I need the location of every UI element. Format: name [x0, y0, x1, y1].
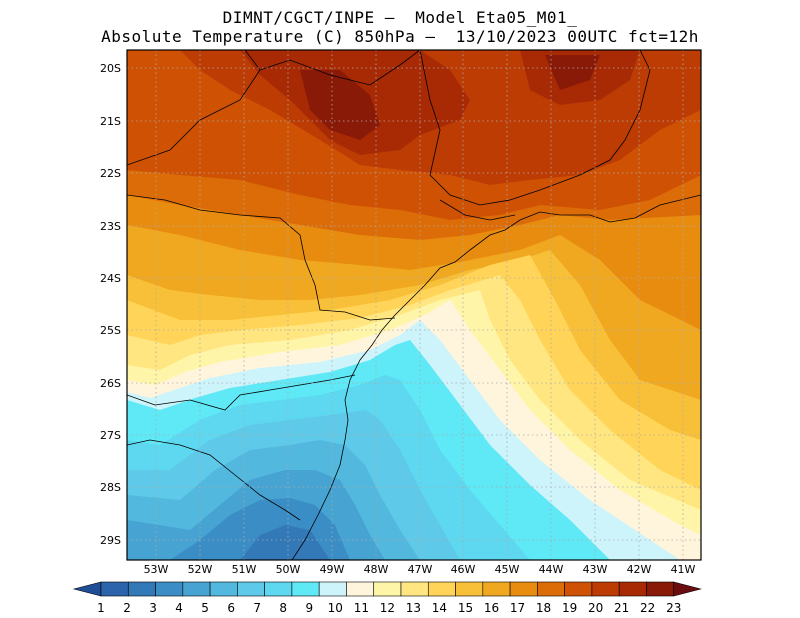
colorbar-swatch	[209, 581, 238, 597]
colorbar-label: 6	[227, 601, 235, 615]
colorbar-swatch	[237, 581, 265, 597]
lat-label: 22S	[100, 167, 121, 180]
colorbar-swatch	[482, 581, 511, 597]
lon-label: 49W	[320, 563, 345, 576]
colorbar-swatch	[509, 581, 538, 597]
lat-label: 20S	[100, 62, 121, 75]
state-border-sc-rs	[127, 439, 301, 521]
lat-label: 21S	[100, 115, 121, 128]
colorbar-swatch	[564, 581, 593, 597]
lon-label: 52W	[188, 563, 213, 576]
colorbar-label: 17	[510, 601, 525, 615]
lat-label: 26S	[100, 377, 121, 390]
colorbar-label: 23	[666, 601, 681, 615]
lon-label: 50W	[276, 563, 301, 576]
colorbar-swatch	[182, 581, 211, 597]
lon-label: 43W	[583, 563, 608, 576]
colorbar-label: 13	[406, 601, 421, 615]
colorbar-label: 4	[175, 601, 183, 615]
colorbar-arrow-high	[673, 581, 702, 597]
state-border-sp-rj	[439, 199, 516, 221]
lat-label: 25S	[100, 324, 121, 337]
colorbar-swatch	[100, 581, 129, 597]
colorbar-label: 19	[562, 601, 577, 615]
lat-labels: 20S 21S 22S 23S 24S 25S 26S 27S 28S 29S	[100, 62, 121, 547]
lat-label: 29S	[100, 534, 121, 547]
colorbar-swatch	[646, 581, 675, 597]
colorbar-label: 9	[305, 601, 313, 615]
lat-label: 23S	[100, 220, 121, 233]
colorbar-swatch	[155, 581, 184, 597]
state-border-sp-mg	[127, 50, 421, 166]
colorbar-swatch	[291, 581, 320, 597]
lon-label: 48W	[364, 563, 389, 576]
field-4	[240, 525, 330, 560]
lat-label: 24S	[100, 272, 121, 285]
chart-title-line-2: Absolute Temperature (C) 850hPa – 13/10/…	[101, 27, 699, 46]
colorbar-swatch	[427, 581, 456, 597]
temperature-field	[127, 50, 701, 560]
colorbar-label: 2	[123, 601, 131, 615]
colorbar-label: 18	[536, 601, 551, 615]
colorbar-label: 22	[640, 601, 655, 615]
state-border-pr-sc	[127, 374, 356, 411]
colorbar-label: 14	[432, 601, 447, 615]
colorbar-swatch	[537, 581, 565, 597]
colorbar-arrow-low	[72, 581, 102, 597]
field-22	[300, 55, 600, 140]
colorbar-swatch	[346, 581, 375, 597]
colorbar-label: 11	[354, 601, 369, 615]
colorbar-label: 8	[279, 601, 287, 615]
colorbar-label: 3	[149, 601, 157, 615]
lon-label: 41W	[671, 563, 696, 576]
colorbar-label: 12	[380, 601, 395, 615]
lat-label: 28S	[100, 481, 121, 494]
colorbar-label: 1	[97, 601, 105, 615]
colorbar-label: 15	[458, 601, 473, 615]
colorbar-swatch	[591, 581, 620, 597]
colorbar-label: 5	[201, 601, 209, 615]
colorbar-swatch	[455, 581, 484, 597]
colorbar-swatch	[318, 581, 347, 597]
colorbar-label: 16	[484, 601, 499, 615]
colorbar-swatch	[127, 581, 156, 597]
colorbar-swatch	[400, 581, 429, 597]
colorbar-label: 10	[328, 601, 343, 615]
chart-title-line-1: DIMNT/CGCT/INPE – Model Eta05_M01_	[222, 8, 578, 27]
lat-label: 27S	[100, 429, 121, 442]
colorbar: 1 2 3 4 5 6 7 8 9 10 11 12 13 14 15 16 17 18 19 20 21 22 23	[72, 581, 702, 615]
colorbar-label: 20	[588, 601, 603, 615]
plot-frame	[126, 49, 702, 561]
lon-label: 51W	[232, 563, 257, 576]
state-border-mg-rj	[419, 50, 651, 206]
colorbar-swatch	[618, 581, 647, 597]
lon-label: 42W	[627, 563, 652, 576]
colorbar-label: 21	[614, 601, 629, 615]
lon-label: 47W	[408, 563, 433, 576]
colorbar-swatch	[264, 581, 293, 597]
grid-lines	[127, 50, 701, 560]
lon-label: 53W	[144, 563, 169, 576]
state-border-sp-pr	[127, 194, 396, 321]
colorbar-swatch	[373, 581, 402, 597]
lon-label: 46W	[451, 563, 476, 576]
lon-label: 45W	[495, 563, 520, 576]
colorbar-label: 7	[253, 601, 261, 615]
coastlines-and-borders	[127, 50, 701, 560]
coastline	[291, 194, 701, 560]
lon-label: 44W	[539, 563, 564, 576]
lon-labels: 53W 52W 51W 50W 49W 48W 47W 46W 45W 44W …	[144, 563, 696, 576]
